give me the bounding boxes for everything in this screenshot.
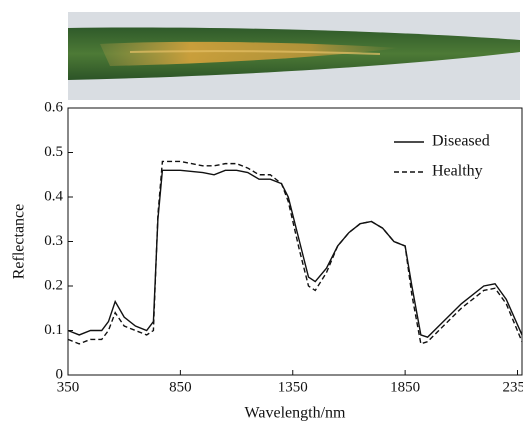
- series-line: [67, 160, 523, 345]
- leaf-photo: [68, 12, 520, 100]
- x-tick-label: 1350: [278, 379, 308, 395]
- x-tick-label: 350: [57, 379, 80, 395]
- x-tick-label: 850: [169, 379, 192, 395]
- y-tick-label: 0: [56, 366, 64, 382]
- x-tick-label: 1850: [390, 379, 420, 395]
- y-tick-label: 0.3: [44, 233, 63, 249]
- series-line: [67, 169, 523, 338]
- y-tick-label: 0.6: [44, 99, 63, 115]
- x-tick-label: 2350: [503, 379, 523, 395]
- y-tick-label: 0.1: [44, 322, 63, 338]
- legend-label: Diseased: [432, 133, 490, 150]
- y-tick-label: 0.4: [44, 188, 63, 204]
- legend-label: Healthy: [432, 163, 483, 180]
- y-tick-label: 0.2: [44, 277, 63, 293]
- y-axis-label: Reflectance: [11, 204, 28, 280]
- y-tick-label: 0.5: [44, 144, 63, 160]
- x-axis-label: Wavelength/nm: [245, 405, 346, 422]
